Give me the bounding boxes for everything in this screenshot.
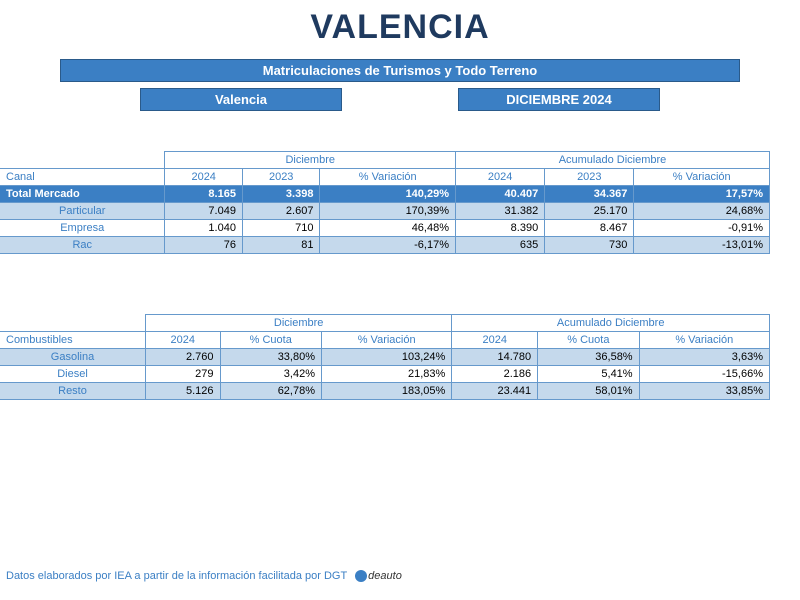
cell: 279 bbox=[146, 366, 221, 383]
col-header: 2023 bbox=[545, 169, 634, 186]
table-row: Particular7.0492.607170,39%31.38225.1702… bbox=[0, 203, 770, 220]
header-region: Valencia bbox=[140, 88, 342, 111]
cell: 170,39% bbox=[320, 203, 456, 220]
table-row: Rac7681-6,17%635730-13,01% bbox=[0, 237, 770, 254]
canal-table: Diciembre Acumulado Diciembre Canal 2024… bbox=[0, 151, 770, 254]
logo-dot-icon bbox=[355, 570, 367, 582]
group-header: Diciembre bbox=[165, 152, 456, 169]
row-label: Rac bbox=[0, 237, 165, 254]
group-header: Acumulado Diciembre bbox=[452, 315, 770, 332]
cell: 36,58% bbox=[538, 349, 639, 366]
cell: 62,78% bbox=[220, 383, 321, 400]
col-header: % Variación bbox=[634, 169, 770, 186]
group-header: Acumulado Diciembre bbox=[456, 152, 770, 169]
table-row: Gasolina2.76033,80%103,24%14.78036,58%3,… bbox=[0, 349, 770, 366]
cell: 8.467 bbox=[545, 220, 634, 237]
table-row: Resto5.12662,78%183,05%23.44158,01%33,85… bbox=[0, 383, 770, 400]
col-header: % Variación bbox=[322, 332, 452, 349]
cell: -15,66% bbox=[639, 366, 769, 383]
cell: 76 bbox=[165, 237, 243, 254]
cell: 25.170 bbox=[545, 203, 634, 220]
logo-text: deauto bbox=[368, 570, 402, 582]
footer: Datos elaborados por IEA a partir de la … bbox=[6, 570, 402, 582]
page-title: VALENCIA bbox=[0, 0, 800, 59]
header-subtitle: Matriculaciones de Turismos y Todo Terre… bbox=[60, 59, 740, 82]
footer-text: Datos elaborados por IEA a partir de la … bbox=[6, 570, 347, 582]
cell: 24,68% bbox=[634, 203, 770, 220]
group-header: Diciembre bbox=[146, 315, 452, 332]
cell: 730 bbox=[545, 237, 634, 254]
cell: 46,48% bbox=[320, 220, 456, 237]
col-header: 2023 bbox=[242, 169, 320, 186]
col-header: 2024 bbox=[452, 332, 538, 349]
table-row-total: Total Mercado 8.165 3.398 140,29% 40.407… bbox=[0, 186, 770, 203]
col-header: 2024 bbox=[146, 332, 221, 349]
cell: 33,80% bbox=[220, 349, 321, 366]
cell: 5.126 bbox=[146, 383, 221, 400]
table-row: Empresa1.04071046,48%8.3908.467-0,91% bbox=[0, 220, 770, 237]
table-row: Diesel2793,42%21,83%2.1865,41%-15,66% bbox=[0, 366, 770, 383]
cell: 3,63% bbox=[639, 349, 769, 366]
cell: 5,41% bbox=[538, 366, 639, 383]
cell: 1.040 bbox=[165, 220, 243, 237]
cell: 710 bbox=[242, 220, 320, 237]
row-header-label: Combustibles bbox=[0, 332, 146, 349]
col-header: % Variación bbox=[320, 169, 456, 186]
col-header: 2024 bbox=[456, 169, 545, 186]
row-label: Gasolina bbox=[0, 349, 146, 366]
cell: 8.390 bbox=[456, 220, 545, 237]
row-label: Diesel bbox=[0, 366, 146, 383]
cell: -13,01% bbox=[634, 237, 770, 254]
cell: 2.760 bbox=[146, 349, 221, 366]
cell: 14.780 bbox=[452, 349, 538, 366]
cell: -0,91% bbox=[634, 220, 770, 237]
col-header: % Cuota bbox=[220, 332, 321, 349]
cell: 23.441 bbox=[452, 383, 538, 400]
cell: 635 bbox=[456, 237, 545, 254]
col-header: % Variación bbox=[639, 332, 769, 349]
row-label: Resto bbox=[0, 383, 146, 400]
cell: 2.607 bbox=[242, 203, 320, 220]
cell: 7.049 bbox=[165, 203, 243, 220]
cell: 21,83% bbox=[322, 366, 452, 383]
cell: 31.382 bbox=[456, 203, 545, 220]
cell: 33,85% bbox=[639, 383, 769, 400]
cell: 103,24% bbox=[322, 349, 452, 366]
cell: 81 bbox=[242, 237, 320, 254]
cell: 58,01% bbox=[538, 383, 639, 400]
logo: deauto bbox=[355, 570, 402, 582]
cell: -6,17% bbox=[320, 237, 456, 254]
row-header-label: Canal bbox=[0, 169, 165, 186]
header-period: DICIEMBRE 2024 bbox=[458, 88, 660, 111]
header-block: Matriculaciones de Turismos y Todo Terre… bbox=[60, 59, 740, 111]
combustibles-table: Diciembre Acumulado Diciembre Combustibl… bbox=[0, 314, 770, 400]
cell: 2.186 bbox=[452, 366, 538, 383]
col-header: 2024 bbox=[165, 169, 243, 186]
cell: 3,42% bbox=[220, 366, 321, 383]
row-label: Particular bbox=[0, 203, 165, 220]
cell: 183,05% bbox=[322, 383, 452, 400]
row-label: Empresa bbox=[0, 220, 165, 237]
col-header: % Cuota bbox=[538, 332, 639, 349]
